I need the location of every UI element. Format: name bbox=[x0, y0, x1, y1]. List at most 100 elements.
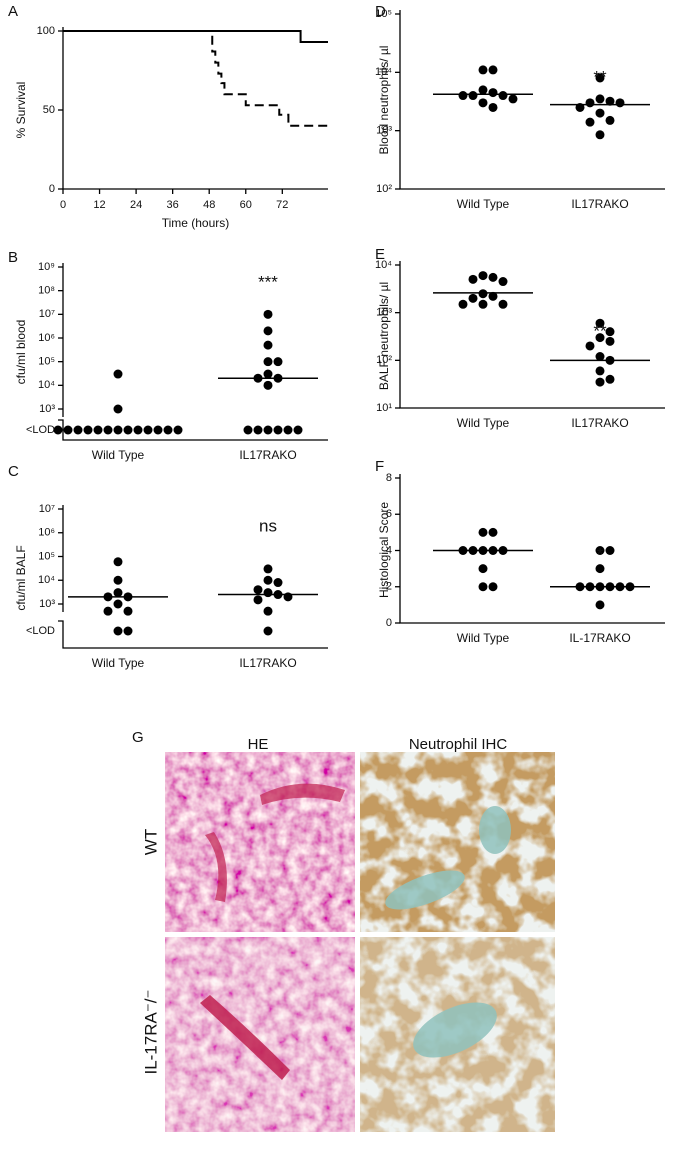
data-point bbox=[468, 274, 478, 284]
data-point bbox=[93, 425, 103, 435]
data-point bbox=[173, 425, 183, 435]
data-point bbox=[595, 352, 605, 362]
y-tick-label: 10⁸ bbox=[38, 285, 55, 297]
micrograph-he-ko bbox=[165, 937, 355, 1132]
data-point bbox=[143, 425, 153, 435]
y-tick-label: 10³ bbox=[376, 307, 392, 319]
x-tick-label: IL17RAKO bbox=[239, 656, 296, 670]
panel-letter: F bbox=[375, 458, 384, 475]
data-point bbox=[263, 340, 273, 350]
y-tick-label: 10³ bbox=[39, 598, 55, 610]
data-point bbox=[273, 578, 283, 588]
y-axis-label: Blood neutrophils/ µl bbox=[377, 46, 391, 155]
data-point bbox=[595, 130, 605, 140]
x-tick-label: IL17RAKO bbox=[571, 197, 628, 211]
data-point bbox=[263, 626, 273, 636]
data-point bbox=[478, 299, 488, 309]
data-point bbox=[605, 115, 615, 125]
data-point bbox=[595, 564, 605, 574]
x-tick-label: IL17RAKO bbox=[571, 416, 628, 430]
axis-break bbox=[58, 620, 328, 649]
data-point bbox=[458, 299, 468, 309]
survival-line bbox=[63, 30, 328, 44]
data-point bbox=[478, 271, 488, 281]
data-point bbox=[263, 425, 273, 435]
micrograph-he-wt bbox=[165, 752, 355, 932]
data-point bbox=[263, 309, 273, 319]
data-point bbox=[498, 91, 508, 101]
column-label: HE bbox=[248, 736, 269, 753]
panel-letter: C bbox=[8, 463, 19, 480]
panel-letter: A bbox=[8, 3, 18, 20]
data-point bbox=[498, 299, 508, 309]
y-tick-label: 10⁶ bbox=[38, 332, 55, 344]
y-tick-label: 10⁴ bbox=[38, 574, 55, 586]
data-point bbox=[283, 592, 293, 602]
data-point bbox=[498, 277, 508, 287]
data-point bbox=[163, 425, 173, 435]
y-tick-label: 50 bbox=[43, 104, 55, 116]
panel-letter: E bbox=[375, 246, 385, 263]
y-tick-label: 6 bbox=[386, 508, 392, 520]
x-tick-label: 0 bbox=[60, 199, 66, 211]
data-point bbox=[605, 336, 615, 346]
data-point bbox=[605, 327, 615, 337]
data-point bbox=[595, 94, 605, 104]
data-point bbox=[478, 289, 488, 299]
column-label: Neutrophil IHC bbox=[409, 736, 508, 753]
data-point bbox=[263, 357, 273, 367]
x-tick-label: Wild Type bbox=[92, 448, 145, 462]
y-tick-label: 0 bbox=[49, 183, 55, 195]
data-point bbox=[113, 404, 123, 414]
y-tick-label: 2 bbox=[386, 581, 392, 593]
y-tick-label: 10⁷ bbox=[39, 308, 55, 320]
data-point bbox=[263, 369, 273, 379]
y-tick-label: 10⁵ bbox=[375, 8, 392, 20]
axis bbox=[62, 27, 328, 190]
y-tick-label: 10⁵ bbox=[38, 550, 55, 562]
y-tick-label: 10⁹ bbox=[38, 261, 55, 273]
data-point bbox=[478, 564, 488, 574]
x-tick-label: Wild Type bbox=[457, 416, 510, 430]
y-tick-label: 10⁴ bbox=[375, 259, 392, 271]
data-point bbox=[263, 564, 273, 574]
data-point bbox=[113, 425, 123, 435]
significance: ** bbox=[593, 67, 607, 86]
y-tick-label: 10⁴ bbox=[38, 379, 55, 391]
row-label: WT bbox=[141, 829, 160, 855]
x-tick-label: 24 bbox=[130, 199, 142, 211]
data-point bbox=[253, 595, 263, 605]
y-tick-label: 10³ bbox=[376, 125, 392, 137]
data-point bbox=[113, 599, 123, 609]
panel-letter: D bbox=[375, 3, 386, 20]
data-point bbox=[113, 557, 123, 567]
data-point bbox=[83, 425, 93, 435]
y-tick-label: 10⁶ bbox=[38, 527, 55, 539]
survival-line bbox=[63, 30, 328, 127]
data-point bbox=[508, 94, 518, 104]
data-point bbox=[123, 626, 133, 636]
data-point bbox=[263, 588, 273, 598]
data-point bbox=[605, 374, 615, 384]
y-tick-label: 10² bbox=[376, 354, 392, 366]
x-tick-label: Wild Type bbox=[92, 656, 145, 670]
data-point bbox=[595, 377, 605, 387]
y-tick-label: 10³ bbox=[39, 403, 55, 415]
data-point bbox=[488, 102, 498, 112]
data-point bbox=[478, 85, 488, 95]
data-point bbox=[585, 341, 595, 351]
y-tick-label: 10² bbox=[376, 183, 392, 195]
axis-break bbox=[58, 419, 328, 441]
data-point bbox=[595, 366, 605, 376]
data-point bbox=[63, 425, 73, 435]
y-tick-label: 100 bbox=[37, 25, 55, 37]
data-point bbox=[263, 380, 273, 390]
data-point bbox=[273, 425, 283, 435]
x-tick-label: IL-17RAKO bbox=[569, 631, 630, 645]
data-point bbox=[488, 527, 498, 537]
axis bbox=[399, 474, 665, 624]
data-point bbox=[478, 65, 488, 75]
data-point bbox=[103, 425, 113, 435]
significance: ** bbox=[593, 321, 607, 340]
